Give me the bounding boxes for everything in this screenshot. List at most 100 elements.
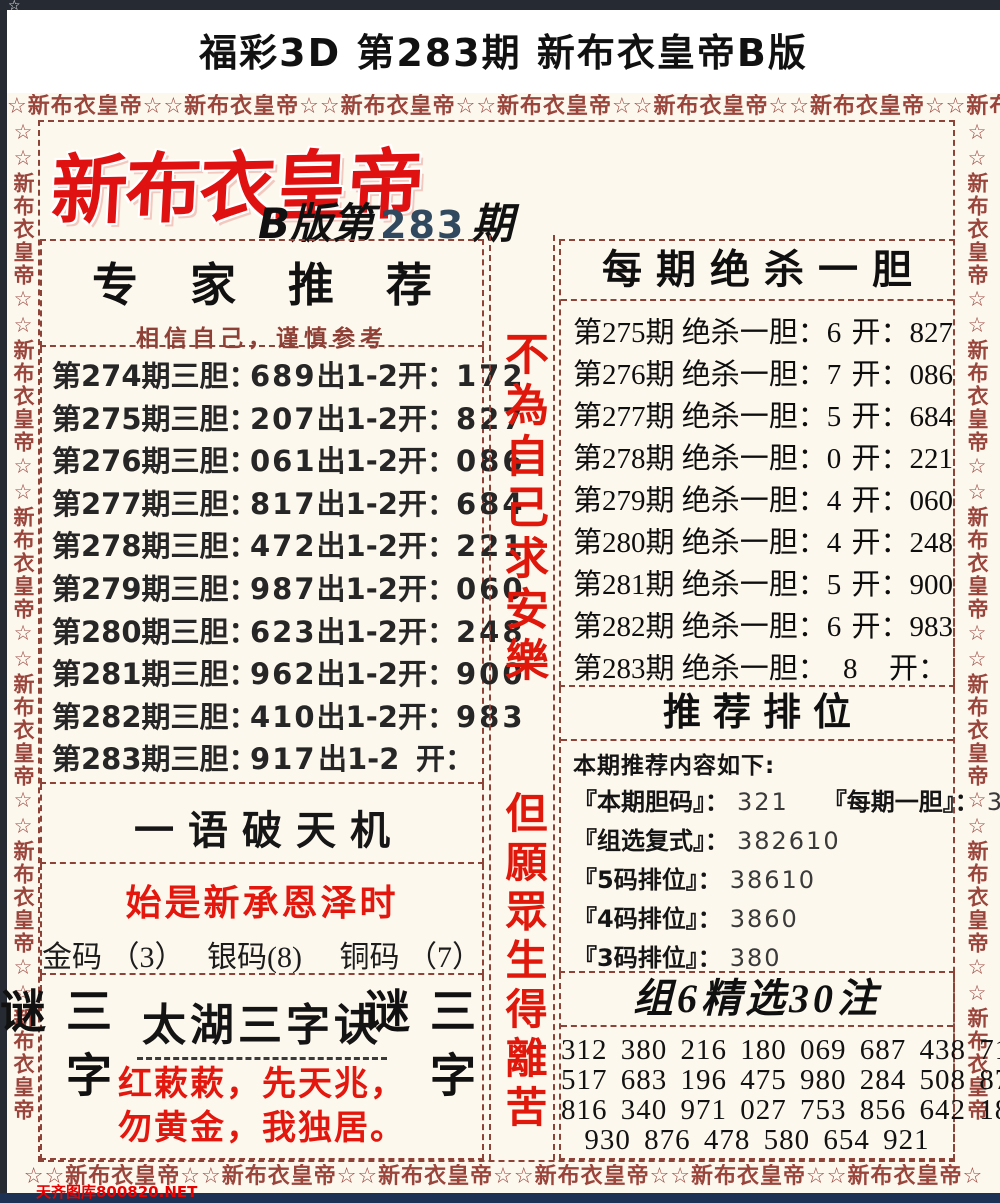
kill-dan-row: 第283期 绝杀一胆： 8 开： [561,645,953,687]
open-label: 开： [851,485,910,517]
hit-range: 出1-2 [316,486,398,521]
open-label: 开： [397,401,456,436]
row-label: 第276期 绝杀一胆： [573,359,827,391]
sanzi-side-right: 三字谜 [358,987,475,1115]
kill-dan-row: 第278期 绝杀一胆： 0 开： 221 [561,435,953,477]
three-dan-row: 第275期三胆： 207 出1-2 开： 827 [42,396,523,439]
taihu-riddle-box: 三字谜 太湖三字诀 红蔌蔌，先天兆， 勿黄金，我独居。 三字谜 [0,975,484,1160]
open-label: 开： [397,486,456,521]
group6-line: 930 876 478 580 654 921 [584,1124,930,1156]
metal-codes: 金码 （3） 银码(8) 铜码 （7） [42,941,482,974]
kill-value: 0 [826,443,842,475]
kill-value: 8 [843,653,858,685]
taihu-center: 太湖三字诀 红蔌蔌，先天兆， 勿黄金，我独居。 [118,975,406,1158]
open-result: 221 [909,443,954,475]
kill-dan-row: 第276期 绝杀一胆： 7 开： 086 [561,351,953,393]
hit-range: 出1-2 [316,444,398,479]
group6-numbers: 312 380 216 180 069 687 438 716 517 683 … [561,1027,1000,1156]
corner-star-icon: ☆ [8,0,21,14]
rank-value: 380 [729,944,782,972]
open-label: 开： [851,611,910,643]
hit-range: 出1-2 [316,614,398,649]
star-border-left: ☆☆新布衣皇帝☆☆新布衣皇帝☆☆新布衣皇帝☆☆新布衣皇帝☆☆新布衣皇帝☆☆新布衣… [11,120,35,1122]
hit-range: 出1-2 [316,359,398,393]
hit-range: 出1-2 [316,699,398,734]
rank-label: 『3码排位』： [573,944,722,972]
ranking-line: 『5码排位』： 38610 [573,861,953,900]
kill-value: 4 [826,485,842,517]
open-label: 开： [851,401,910,433]
open-label: 开： [851,527,910,559]
kill-value: 4 [826,527,842,559]
open-result: 060 [909,485,954,517]
ranking-intro: 本期推荐内容如下: [573,753,776,779]
ranking-body: 本期推荐内容如下: 『本期胆码』： 321 『每期一胆』： 3 『组选复式』： 3826… [561,741,1000,978]
kill-dan-list: 第275期 绝杀一胆： 6 开： 827 第276期 绝杀一胆： 7 开： 086 第277… [561,301,953,687]
group6-box: 组6精选30注 312 380 216 180 069 687 438 716 … [559,973,1000,1160]
kill-value: 6 [826,317,842,349]
dan-value: 472 [250,529,317,564]
taihu-line-2: 勿黄金，我独居。 [118,1108,406,1148]
dan-value: 689 [250,359,317,393]
riddle-box: 始是新承恩泽时 金码 （3） 银码(8) 铜码 （7） [40,864,484,975]
row-label: 第282期 绝杀一胆： [573,611,827,643]
row-label: 第282期三胆： [52,699,258,734]
open-result: 827 [909,317,954,349]
rank-value: 3 [986,788,1000,816]
three-dan-row: 第277期三胆： 817 出1-2 开： 684 [42,481,523,524]
hit-range: 出1-2 [318,742,400,777]
ranking-line: 『4码排位』： 3860 [573,900,953,939]
row-label: 第280期三胆： [52,614,258,649]
open-label: 开： [397,699,456,734]
open-label: 开： [851,569,910,601]
site-watermark: 天齐图库800820.NET [36,1183,198,1201]
rank-value: 3860 [729,905,799,933]
row-label: 第276期三胆： [52,444,258,479]
open-label: 开： [397,614,456,649]
three-dan-row: 第280期三胆： 623 出1-2 开： 248 [42,609,523,652]
three-dan-row: 第274期三胆： 689 出1-2 开： 172 [42,353,523,396]
kill-dan-row: 第275期 绝杀一胆： 6 开： 827 [561,309,953,351]
group6-line: 517 683 196 475 980 284 508 872 [561,1064,1000,1096]
three-dan-row: 第278期三胆： 472 出1-2 开： 221 [42,523,523,566]
row-label: 第279期 绝杀一胆： [573,485,827,517]
open-result: 983 [909,611,954,643]
riddle-text: 始是新承恩泽时 [125,883,399,924]
row-label: 第277期 绝杀一胆： [573,401,827,433]
kill-value: 7 [826,359,842,391]
row-label: 第281期三胆： [52,657,258,692]
kill-dan-row: 第280期 绝杀一胆： 4 开： 248 [561,519,953,561]
row-label: 第277期三胆： [52,486,258,521]
kill-dan-row: 第279期 绝杀一胆： 4 开： 060 [561,477,953,519]
three-dan-row: 第276期三胆： 061 出1-2 开： 086 [42,438,523,481]
kill-dan-box: 每期绝杀一胆 第275期 绝杀一胆： 6 开： 827 第276期 绝杀一胆： 7 开： 0… [559,239,955,687]
dan-value: 207 [250,401,317,436]
hit-range: 出1-2 [316,529,398,564]
tianji-box: 一语破天机 [40,784,484,864]
sanzi-side-left: 三字谜 [0,987,111,1115]
expert-title: 专 家 推 荐 [91,258,451,312]
dan-value: 917 [250,742,317,777]
dan-value: 623 [250,614,317,649]
dan-value: 061 [250,444,317,479]
row-label: 第278期 绝杀一胆： [573,443,827,475]
hit-range: 出1-2 [316,401,398,436]
expert-recommendation-box: 专 家 推 荐 相信自己，谨慎参考 [40,239,484,352]
row-label: 第281期 绝杀一胆： [573,569,827,601]
kill-value: 5 [826,401,842,433]
open-label: 开： [889,653,948,685]
star-border-right: ☆☆新布衣皇帝☆☆新布衣皇帝☆☆新布衣皇帝☆☆新布衣皇帝☆☆新布衣皇帝☆☆新布衣… [965,120,989,1122]
dan-value: 987 [250,571,317,606]
open-result: 248 [909,527,954,559]
open-label: 开： [397,529,456,564]
hit-range: 出1-2 [316,571,398,606]
kill-dan-row: 第281期 绝杀一胆： 5 开： 900 [561,561,953,603]
rank-value: 321 [737,788,789,816]
rank-label: 『4码排位』： [573,905,722,933]
motto-top: 不為自己求安樂 [498,331,547,688]
three-dan-list: 第274期三胆： 689 出1-2 开： 172 第275期三胆： 207 出1-2 开： 82… [40,347,523,784]
row-label: 第283期三胆： [52,742,258,777]
row-label: 第275期 绝杀一胆： [573,317,827,349]
open-label: 开： [416,742,475,777]
rank-label: 『组选复式』： [573,827,729,855]
